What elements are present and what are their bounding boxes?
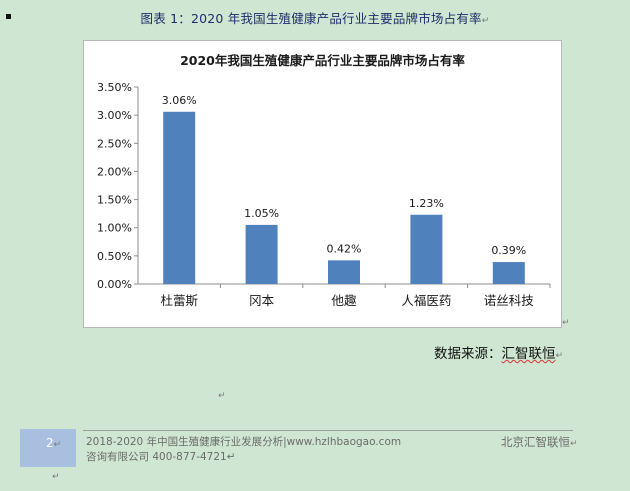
data-label: 1.23% (409, 197, 444, 210)
paragraph-mark: ↵ (481, 16, 490, 26)
page-number-box (20, 429, 76, 467)
data-label: 3.06% (162, 94, 197, 107)
y-tick-label: 2.00% (97, 165, 132, 178)
y-tick-label: 0.00% (97, 278, 132, 291)
footer-divider (83, 430, 573, 431)
x-tick-label: 冈本 (249, 293, 275, 308)
x-tick-label: 诺丝科技 (484, 293, 535, 308)
paragraph-mark: ↵ (52, 472, 60, 482)
y-tick-label: 3.00% (97, 109, 132, 122)
y-tick-label: 1.00% (97, 222, 132, 235)
bar (492, 262, 525, 284)
footer-company: 北京汇智联恒↵ (501, 435, 578, 449)
bar-chart[interactable]: 2020年我国生殖健康产品行业主要品牌市场占有率 0.00% 0.50% 1.00% 1… (83, 40, 562, 328)
bar (163, 111, 196, 284)
data-source: 数据来源：汇智联恒↵ (434, 342, 563, 362)
paragraph-mark: ↵ (555, 351, 564, 361)
footer-line-1: 2018-2020 年中国生殖健康行业发展分析|www.hzlhbaogao.c… (86, 436, 402, 448)
x-tick-label: 他趣 (331, 293, 357, 308)
list-bullet (6, 14, 11, 19)
paragraph-mark: ↵ (562, 318, 570, 328)
y-tick-label: 0.50% (97, 250, 132, 263)
y-tick-label: 2.50% (97, 137, 132, 150)
chart-title: 2020年我国生殖健康产品行业主要品牌市场占有率 (180, 53, 465, 68)
chart-svg: 2020年我国生殖健康产品行业主要品牌市场占有率 0.00% 0.50% 1.00% 1… (97, 53, 551, 308)
bar (410, 214, 443, 284)
footer-text: 2018-2020 年中国生殖健康行业发展分析|www.hzlhbaogao.c… (86, 435, 401, 465)
caption-text: 图表 1：2020 年我国生殖健康产品行业主要品牌市场占有率 (140, 11, 482, 26)
footer-line-2: 咨询有限公司 400-877-4721↵ (86, 451, 236, 463)
paragraph-mark: ↵ (218, 391, 226, 401)
figure-caption: 图表 1：2020 年我国生殖健康产品行业主要品牌市场占有率↵ (0, 8, 630, 27)
y-tick-label: 3.50% (97, 81, 132, 94)
bar (328, 260, 360, 284)
data-label: 0.42% (327, 242, 362, 255)
x-tick-label: 杜蕾斯 (160, 293, 198, 308)
bar (245, 224, 278, 284)
source-prefix: 数据来源： (434, 346, 502, 362)
x-tick-label: 人福医药 (401, 293, 451, 308)
data-label: 1.05% (244, 207, 279, 220)
page-number: 2↵ (46, 436, 62, 450)
source-name: 汇智联恒 (501, 346, 556, 362)
data-label: 0.39% (491, 244, 526, 257)
y-tick-label: 1.50% (97, 194, 132, 207)
